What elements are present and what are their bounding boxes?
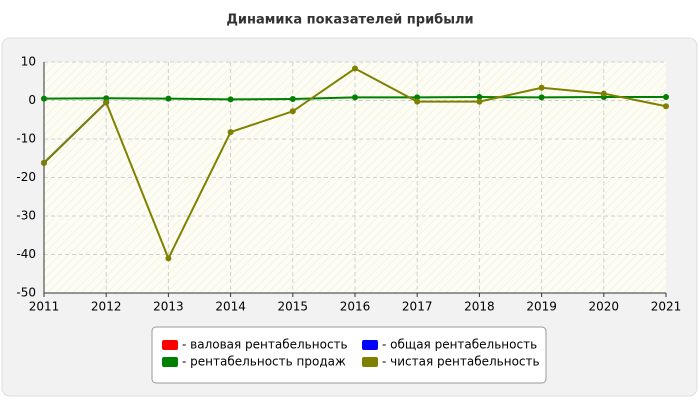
point bbox=[227, 96, 234, 103]
x-tick-label: 2015 bbox=[278, 300, 309, 314]
x-tick-label: 2020 bbox=[589, 300, 620, 314]
legend-label: - рентабельность продаж bbox=[182, 355, 346, 369]
point bbox=[41, 95, 47, 102]
point bbox=[476, 94, 483, 101]
y-tick-label: -10 bbox=[16, 132, 36, 146]
y-tick-label: -20 bbox=[16, 170, 36, 184]
legend-swatch bbox=[362, 357, 378, 367]
x-tick-label: 2018 bbox=[464, 300, 495, 314]
y-tick-label: -40 bbox=[16, 247, 36, 261]
legend-label: - валовая рентабельность bbox=[182, 338, 348, 352]
legend-swatch bbox=[162, 340, 178, 350]
point bbox=[103, 99, 110, 106]
point bbox=[538, 84, 545, 91]
point bbox=[165, 255, 172, 262]
y-tick-label: 0 bbox=[28, 93, 36, 107]
point bbox=[289, 108, 296, 115]
point bbox=[663, 94, 669, 101]
legend-swatch bbox=[162, 357, 178, 367]
point bbox=[227, 129, 234, 136]
legend bbox=[151, 326, 547, 384]
point bbox=[165, 95, 172, 102]
point bbox=[103, 95, 110, 102]
y-tick-label: -30 bbox=[16, 209, 36, 223]
point bbox=[600, 90, 607, 97]
x-tick-label: 2012 bbox=[91, 300, 122, 314]
legend-label: - общая рентабельность bbox=[382, 338, 537, 352]
x-tick-label: 2016 bbox=[340, 300, 371, 314]
point bbox=[414, 94, 421, 101]
point bbox=[476, 98, 483, 105]
y-tick-label: 10 bbox=[21, 55, 36, 69]
x-tick-label: 2019 bbox=[526, 300, 557, 314]
x-tick-label: 2017 bbox=[402, 300, 433, 314]
point bbox=[352, 65, 358, 72]
x-tick-label: 2014 bbox=[215, 300, 246, 314]
point bbox=[352, 94, 358, 101]
legend-label: - чистая рентабельность bbox=[382, 355, 540, 369]
y-tick-label: -50 bbox=[16, 286, 36, 300]
point bbox=[41, 159, 47, 166]
x-tick-label: 2021 bbox=[651, 300, 682, 314]
x-tick-label: 2011 bbox=[29, 300, 60, 314]
legend-swatch bbox=[362, 340, 378, 350]
point bbox=[663, 103, 669, 110]
x-tick-label: 2013 bbox=[153, 300, 184, 314]
chart-title: Динамика показателей прибыли bbox=[226, 13, 473, 28]
point bbox=[289, 95, 296, 102]
point bbox=[538, 94, 545, 101]
point bbox=[414, 98, 421, 105]
